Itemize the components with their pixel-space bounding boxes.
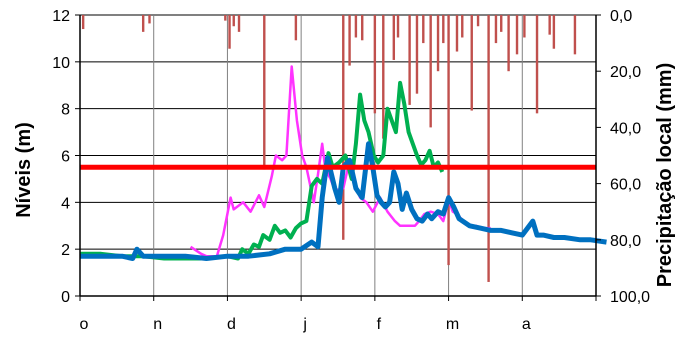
precip-bar (573, 15, 577, 55)
right-tick-label: 100,0 (610, 289, 650, 306)
left-tick-label: 12 (52, 8, 70, 25)
x-tick-label: a (522, 316, 531, 333)
precip-bar (408, 15, 411, 105)
series-line-3 (80, 141, 607, 261)
x-tick-label: d (227, 316, 236, 333)
precip-bar (141, 15, 145, 32)
precip-bar (392, 15, 396, 60)
precip-bar (515, 15, 519, 55)
precip-bar (237, 15, 241, 32)
precip-bar (263, 15, 266, 170)
left-tick-label: 4 (61, 195, 70, 212)
precip-bar (228, 15, 231, 49)
precip-bar (415, 15, 419, 94)
x-tick-label: m (446, 316, 459, 333)
precip-bar (382, 15, 385, 139)
precip-bar (224, 15, 227, 21)
precip-bar (429, 15, 432, 128)
precip-bar (354, 15, 358, 38)
left-axis-title: Níveis (m) (13, 122, 35, 218)
precip-bar (455, 15, 459, 52)
precip-bar (507, 15, 510, 72)
precip-bar (476, 15, 480, 27)
left-tick-label: 0 (61, 289, 70, 306)
precip-bar (523, 15, 526, 38)
right-tick-label: 20,0 (610, 64, 641, 81)
series-line-1 (189, 65, 491, 258)
right-axis-ticks: 0,0 20,0 40,0 60,0 80,0 100,0 (596, 8, 650, 306)
precip-bar (361, 15, 364, 41)
left-tick-label: 8 (61, 102, 70, 119)
right-tick-label: 0,0 (610, 8, 632, 25)
precip-bar (442, 15, 445, 44)
x-tick-label: o (80, 316, 89, 333)
precip-bar (494, 15, 498, 44)
precip-bar (148, 15, 151, 24)
left-tick-label: 6 (61, 149, 70, 166)
right-tick-label: 40,0 (610, 120, 641, 137)
precip-bar (294, 15, 298, 41)
precip-bar (422, 15, 425, 44)
precip-bar (396, 15, 400, 38)
x-tick-label: f (377, 316, 382, 333)
precip-bar (447, 15, 450, 266)
precip-bar (373, 15, 377, 114)
precip-bar (342, 15, 345, 240)
precip-bar (461, 15, 464, 38)
x-tick-label: n (153, 316, 162, 333)
precip-bar (348, 15, 351, 66)
precip-bar (552, 15, 556, 49)
precipitation-bars (81, 15, 577, 282)
precip-bar (535, 15, 539, 114)
left-tick-label: 2 (61, 242, 70, 259)
left-tick-label: 10 (52, 55, 70, 72)
right-tick-label: 80,0 (610, 233, 641, 250)
right-tick-label: 60,0 (610, 177, 641, 194)
left-axis-ticks: 0 2 4 6 8 10 12 (52, 8, 80, 306)
precip-bar (500, 15, 503, 32)
x-tick-label: j (302, 316, 307, 333)
precip-bar (81, 15, 85, 30)
precip-bar (436, 15, 440, 72)
level-series (80, 65, 607, 261)
precip-bar (487, 15, 490, 282)
series-line-2 (80, 80, 445, 261)
precip-bar (470, 15, 473, 111)
precip-bar (548, 15, 551, 35)
precip-bar (232, 15, 235, 27)
right-axis-title: Precipitação local (mm) (654, 63, 676, 288)
